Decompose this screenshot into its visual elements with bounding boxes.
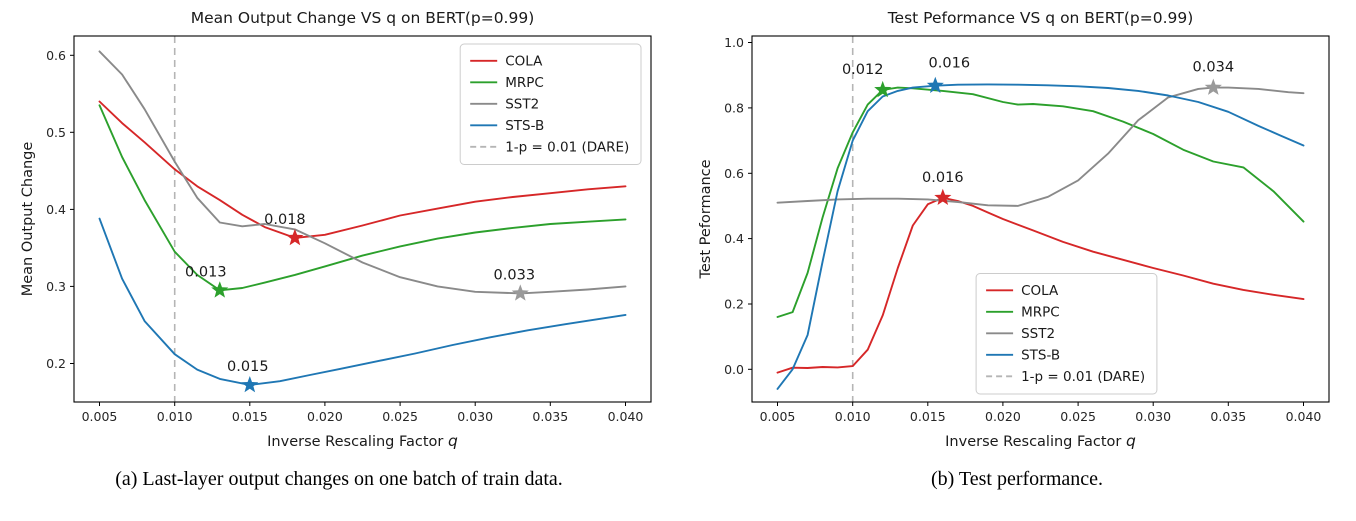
marker-star xyxy=(285,228,303,246)
x-tick-label: 0.010 xyxy=(834,409,870,424)
y-tick-label: 0.4 xyxy=(724,231,744,246)
y-tick-label: 0.0 xyxy=(724,362,744,377)
marker-star xyxy=(1204,78,1222,95)
x-tick-label: 0.025 xyxy=(382,409,418,424)
x-tick-label: 0.005 xyxy=(759,409,795,424)
chart-title: Mean Output Change VS q on BERT(p=0.99) xyxy=(190,9,534,27)
x-tick-label: 0.040 xyxy=(1285,409,1321,424)
x-tick-label: 0.020 xyxy=(985,409,1021,424)
annotation-label: 0.016 xyxy=(928,56,970,72)
legend-entry-label: SST2 xyxy=(1021,326,1055,342)
x-tick-label: 0.030 xyxy=(457,409,493,424)
annotation-label: 0.013 xyxy=(185,264,227,280)
plot-border xyxy=(750,35,1330,403)
series-line-MRPC xyxy=(98,104,626,292)
series-line-MRPC xyxy=(776,86,1304,318)
y-tick-label: 0.8 xyxy=(724,100,744,115)
legend-entry-label: MRPC xyxy=(505,75,544,91)
series-line-STS-B xyxy=(776,83,1304,390)
x-tick-label: 0.040 xyxy=(607,409,643,424)
x-axis-label: Inverse Rescaling Factor q xyxy=(267,432,458,450)
caption-a: (a) Last-layer output changes on one bat… xyxy=(115,468,563,490)
legend-entry-label: 1-p = 0.01 (DARE) xyxy=(1021,369,1145,385)
marker-star xyxy=(933,188,951,205)
series-line-SST2 xyxy=(776,86,1304,207)
x-tick-label: 0.015 xyxy=(909,409,945,424)
annotation-label: 0.033 xyxy=(493,267,535,283)
marker-star xyxy=(240,376,258,393)
y-tick-label: 0.2 xyxy=(724,297,744,312)
marker-star xyxy=(873,80,891,98)
series-line-STS-B xyxy=(98,217,626,386)
x-tick-label: 0.020 xyxy=(307,409,343,424)
y-axis: 0.0 0.2 0.4 0.6 0.8 1.0 xyxy=(724,35,752,377)
legend: COLA MRPC SST2 STS-B 1-p = 0.01 (DARE) xyxy=(975,273,1157,395)
y-tick-label: 0.6 xyxy=(46,48,66,63)
chart-mean-output-change: 0.005 0.010 0.015 0.020 0.025 0.030 0.035 0.040… xyxy=(20,9,652,450)
annotation-label: 0.034 xyxy=(1192,60,1234,76)
x-axis: 0.005 0.010 0.015 0.020 0.025 0.030 0.035 0.040 xyxy=(81,402,643,424)
annotation-label: 0.012 xyxy=(841,62,883,78)
annotation-label: 0.015 xyxy=(227,359,269,375)
x-axis: 0.005 0.010 0.015 0.020 0.025 0.030 0.035 0.040 xyxy=(759,402,1321,424)
caption-b: (b) Test performance. xyxy=(930,468,1104,490)
chart-title: Test Peformance VS q on BERT(p=0.99) xyxy=(886,9,1193,27)
legend-box xyxy=(459,43,642,165)
y-tick-label: 1.0 xyxy=(724,35,744,50)
annotation-label: 0.016 xyxy=(922,170,964,186)
legend-entry-label: 1-p = 0.01 (DARE) xyxy=(505,139,629,155)
y-tick-label: 0.6 xyxy=(724,166,744,181)
legend-entry-label: COLA xyxy=(505,53,543,69)
annotation-label: 0.018 xyxy=(264,212,306,228)
x-tick-label: 0.005 xyxy=(81,409,117,424)
y-tick-label: 0.5 xyxy=(46,125,66,140)
y-tick-label: 0.4 xyxy=(46,202,66,217)
y-axis-label: Mean Output Change xyxy=(20,142,36,297)
x-tick-label: 0.025 xyxy=(1060,409,1096,424)
legend-entry-label: STS-B xyxy=(1021,347,1060,363)
figure-row: 0.005 0.010 0.015 0.020 0.025 0.030 0.035 0.040… xyxy=(0,6,1356,491)
chart-test-performance: 0.005 0.010 0.015 0.020 0.025 0.030 0.035 0.040… xyxy=(698,9,1330,450)
legend-entry-label: SST2 xyxy=(505,96,539,112)
plot-border xyxy=(72,35,652,403)
y-tick-label: 0.3 xyxy=(46,279,66,294)
x-tick-label: 0.015 xyxy=(231,409,267,424)
figure-b-panel: 0.005 0.010 0.015 0.020 0.025 0.030 0.035 0.040… xyxy=(678,6,1356,491)
marker-star xyxy=(511,284,529,301)
figure-a-panel: 0.005 0.010 0.015 0.020 0.025 0.030 0.035 0.040… xyxy=(0,6,678,491)
legend-entry-label: MRPC xyxy=(1021,304,1060,320)
x-tick-label: 0.030 xyxy=(1135,409,1171,424)
y-axis: 0.2 0.3 0.4 0.5 0.6 xyxy=(46,48,74,371)
x-tick-label: 0.010 xyxy=(156,409,192,424)
legend-box xyxy=(975,273,1157,395)
legend-entry-label: COLA xyxy=(1021,283,1059,299)
x-tick-label: 0.035 xyxy=(532,409,568,424)
y-tick-label: 0.2 xyxy=(46,356,66,371)
y-axis-label: Test Peformance xyxy=(698,159,714,279)
x-axis-label: Inverse Rescaling Factor q xyxy=(945,432,1136,450)
marker-star xyxy=(210,281,228,298)
marker-star xyxy=(926,76,944,93)
legend: COLA MRPC SST2 STS-B 1-p = 0.01 (DARE) xyxy=(459,43,642,165)
x-tick-label: 0.035 xyxy=(1210,409,1246,424)
legend-entry-label: STS-B xyxy=(505,118,544,134)
